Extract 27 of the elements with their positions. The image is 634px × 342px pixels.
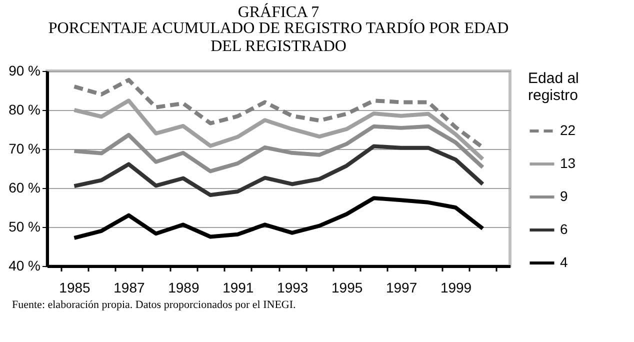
chart-title: GRÁFICA 7 — [238, 3, 320, 21]
legend-label: 22 — [560, 122, 576, 138]
line-series — [72, 78, 485, 150]
line-series — [72, 144, 485, 198]
y-tick-label: 80 % — [8, 102, 40, 118]
chart-subtitle: PORCENTAJE ACUMULADO DE REGISTRO TARDÍO POR EDAD DEL REGISTRADO — [48, 19, 509, 55]
y-tick-label: 70 % — [8, 140, 40, 156]
source-note: Fuente: elaboración propia. Datos proporcionados por el INEGI. — [12, 299, 297, 311]
line-series — [72, 196, 485, 240]
legend-label: 4 — [560, 254, 568, 270]
y-tick-label: 40 % — [8, 258, 40, 274]
legend-title: Edad al registro — [528, 70, 579, 104]
legend-label: 6 — [560, 221, 568, 237]
x-tick-label: 1999 — [440, 280, 472, 296]
x-tick-label: 1995 — [332, 280, 363, 296]
x-tick-label: 1997 — [386, 280, 418, 296]
x-tick-label: 1993 — [277, 280, 308, 296]
x-tick-label: 1987 — [114, 280, 145, 296]
y-tick-label: 60 % — [8, 180, 40, 196]
x-tick-label: 1989 — [168, 280, 200, 296]
legend-label: 9 — [560, 188, 568, 204]
x-tick-label: 1985 — [59, 280, 91, 296]
y-tick-label: 90 % — [8, 62, 40, 78]
line-series — [72, 124, 485, 174]
legend-label: 13 — [560, 155, 576, 171]
y-tick-label: 50 % — [8, 218, 40, 234]
x-tick-label: 1991 — [222, 280, 254, 296]
